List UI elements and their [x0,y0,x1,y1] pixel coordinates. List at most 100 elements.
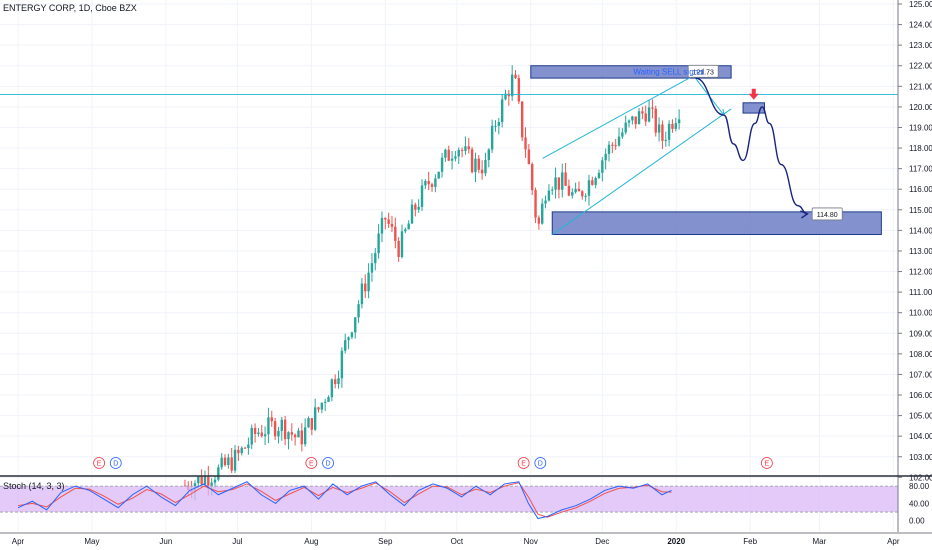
candle-body [280,419,283,431]
candle-body [561,172,564,190]
dividend-marker-label: D [538,461,543,468]
candle-body [604,153,607,161]
x-tick-label: Apr [887,537,900,546]
x-tick-label: Jul [232,537,242,546]
candle-body [257,432,260,435]
candle-body [497,122,501,126]
candle-body [217,467,220,480]
candle-body [484,160,487,174]
candle-body [671,123,674,129]
candle-body [517,78,521,102]
candle-body [340,350,344,379]
candle-body [313,407,317,430]
candle-body [507,93,511,97]
sell-zone [530,65,732,79]
x-tick-label: Mar [812,537,826,546]
projection-arrow-head [800,210,809,219]
candle-body [297,430,300,438]
candle-body [477,158,480,170]
candle-body [460,149,464,151]
x-tick-label: Feb [743,537,757,546]
candle-body [307,418,310,428]
candle-body [247,444,250,449]
y-tick-label: 109.00 [909,329,932,338]
candle-body [490,125,494,150]
x-tick-label: Sep [378,537,393,546]
chart-title: ENTERGY CORP, 1D, Cboe BZX [3,3,137,13]
y-tick-label: 125.00 [909,0,932,9]
candle-body [621,132,624,137]
candle-body [587,180,591,196]
grid [0,0,898,532]
candle-body [223,457,227,466]
candle-body [213,479,217,483]
x-tick-label: Jun [159,537,172,546]
y-tick-label: 118.00 [909,144,932,153]
candle-body [303,427,307,445]
y-tick-label: 104.00 [909,432,932,441]
candle-body [434,178,437,187]
candle-body [344,340,347,351]
candle-body [390,223,394,227]
stoch-pane [0,481,898,520]
channel-lower-line [551,108,732,235]
candle-body [283,419,287,440]
candle-body [220,457,223,468]
candle-body [447,149,450,161]
candle-body [577,188,581,192]
candle-body [200,476,203,485]
y-tick-label: 114.00 [909,226,932,235]
candle-body [500,99,504,123]
stoch-k-line [17,481,672,520]
candle-body [230,457,233,471]
candle-body [450,158,454,161]
projection-path [695,77,808,215]
candle-body [661,124,664,141]
candle-body [667,123,671,140]
candle-body [410,204,414,224]
y-tick-label: 102.00 [909,473,932,482]
candle-body [467,146,470,150]
candle-body [584,195,587,197]
stoch-indicator-label[interactable]: Stoch (14, 3, 3) [3,481,65,491]
earnings-marker [760,457,773,469]
candle-body [350,332,354,338]
candle-body [233,449,237,471]
candle-body [207,475,210,486]
candle-body [524,137,527,150]
candle-body [607,144,611,154]
candle-body [407,223,410,230]
earnings-marker [305,457,318,469]
x-tick-label: Nov [524,537,538,546]
x-tick-label: Apr [12,537,25,546]
candle-body [367,272,370,292]
candle-body [534,190,537,218]
candle-body [544,200,547,204]
y-tick-label: 113.00 [909,247,932,256]
y-tick-label: 106.00 [909,391,932,400]
candle-body [380,217,384,234]
x-tick-label: 2020 [667,537,685,546]
candle-body [263,434,267,437]
earnings-marker [517,457,530,469]
signal-note: Waiting SELL signal [633,67,704,76]
candle-body [647,107,651,122]
candle-body [293,434,297,438]
candle-body [397,240,400,257]
candle-body [197,476,200,484]
candle-body [581,191,584,197]
candle-body [624,122,627,133]
candle-body [554,177,557,190]
candle-body [374,253,377,264]
candle-body [677,119,681,124]
candle-body [480,169,484,174]
candle-body [310,418,314,430]
candle-body [594,177,597,185]
candle-body [571,192,574,196]
candle-body [631,116,634,121]
candle-body [334,379,337,385]
y-tick-label: 116.00 [909,185,932,194]
candle-body [364,283,367,292]
candle-body [357,304,360,318]
